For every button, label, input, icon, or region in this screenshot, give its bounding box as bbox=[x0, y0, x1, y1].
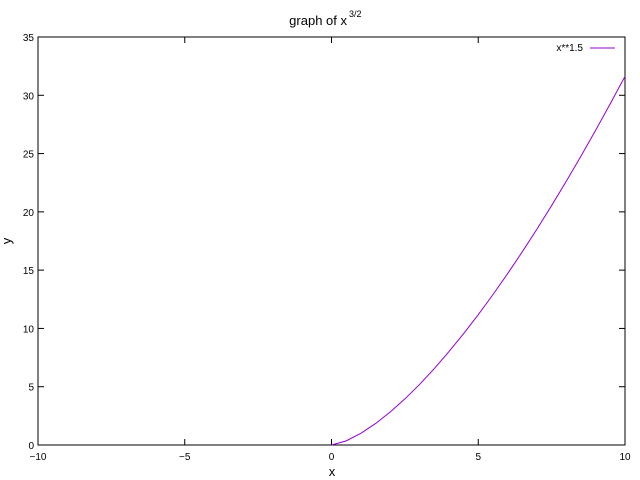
y-tick-label: 0 bbox=[28, 441, 34, 452]
plot-area bbox=[37, 36, 626, 446]
legend-label-x-1-5: x**1.5 bbox=[556, 43, 583, 54]
x-axis-label: x bbox=[329, 464, 336, 479]
y-tick-label: 35 bbox=[23, 33, 35, 44]
y-tick-label: 25 bbox=[23, 150, 35, 161]
chart-title: graph of x bbox=[289, 13, 347, 28]
legend: x**1.5 bbox=[556, 43, 615, 54]
chart-title-superscript: 3/2 bbox=[349, 9, 362, 19]
x-tick-label: −5 bbox=[179, 452, 191, 463]
x-tick-label: −10 bbox=[30, 452, 47, 463]
y-axis-label: y bbox=[0, 237, 14, 244]
y-tick-label: 15 bbox=[23, 266, 35, 277]
x-tick-label: 0 bbox=[329, 452, 335, 463]
x-tick-label: 10 bbox=[619, 452, 631, 463]
y-tick-label: 5 bbox=[28, 383, 34, 394]
y-tick-label: 20 bbox=[23, 208, 35, 219]
y-tick-label: 10 bbox=[23, 324, 35, 335]
series-line-x-1-5 bbox=[331, 76, 626, 446]
x-tick-label: 5 bbox=[475, 452, 481, 463]
y-tick-label: 30 bbox=[23, 91, 35, 102]
